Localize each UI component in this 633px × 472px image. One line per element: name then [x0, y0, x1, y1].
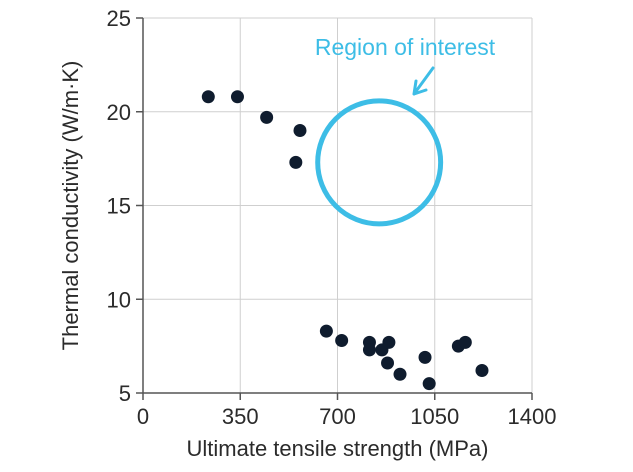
y-tick-label: 25 [107, 6, 131, 31]
axes [136, 17, 533, 400]
data-point [362, 343, 376, 357]
y-axis-label: Thermal conductivity (W/m·K) [58, 61, 83, 351]
y-tick-label: 10 [107, 287, 131, 312]
data-point [422, 377, 436, 391]
x-tick-label: 350 [222, 404, 259, 429]
x-tick-labels: 0 350 700 1050 1400 [137, 404, 557, 429]
x-tick-label: 1050 [410, 404, 459, 429]
annotation: Region of interest [315, 34, 496, 227]
data-point [260, 110, 274, 124]
region-of-interest-arrow [412, 66, 435, 96]
x-tick-label: 1400 [508, 404, 557, 429]
data-point [475, 364, 489, 377]
data-point [382, 335, 396, 349]
y-tick-labels: 5 10 15 20 25 [107, 6, 131, 406]
data-point [381, 356, 395, 370]
x-tick-label: 0 [137, 404, 149, 429]
data-point [319, 324, 333, 338]
data-point [230, 90, 244, 104]
region-of-interest-circle [315, 98, 444, 227]
x-axis-label: Ultimate tensile strength (MPa) [187, 436, 489, 461]
data-point [289, 155, 303, 169]
data-point [293, 124, 307, 137]
data-point [418, 350, 432, 364]
data-points [201, 90, 489, 391]
y-tick-label: 15 [107, 194, 131, 219]
x-tick-label: 700 [319, 404, 356, 429]
data-point [393, 367, 407, 381]
y-tick-label: 20 [107, 100, 131, 125]
data-point [201, 90, 215, 104]
y-tick-label: 5 [119, 381, 131, 406]
data-point [458, 335, 472, 349]
region-of-interest-label: Region of interest [315, 34, 496, 60]
data-point [335, 334, 349, 347]
